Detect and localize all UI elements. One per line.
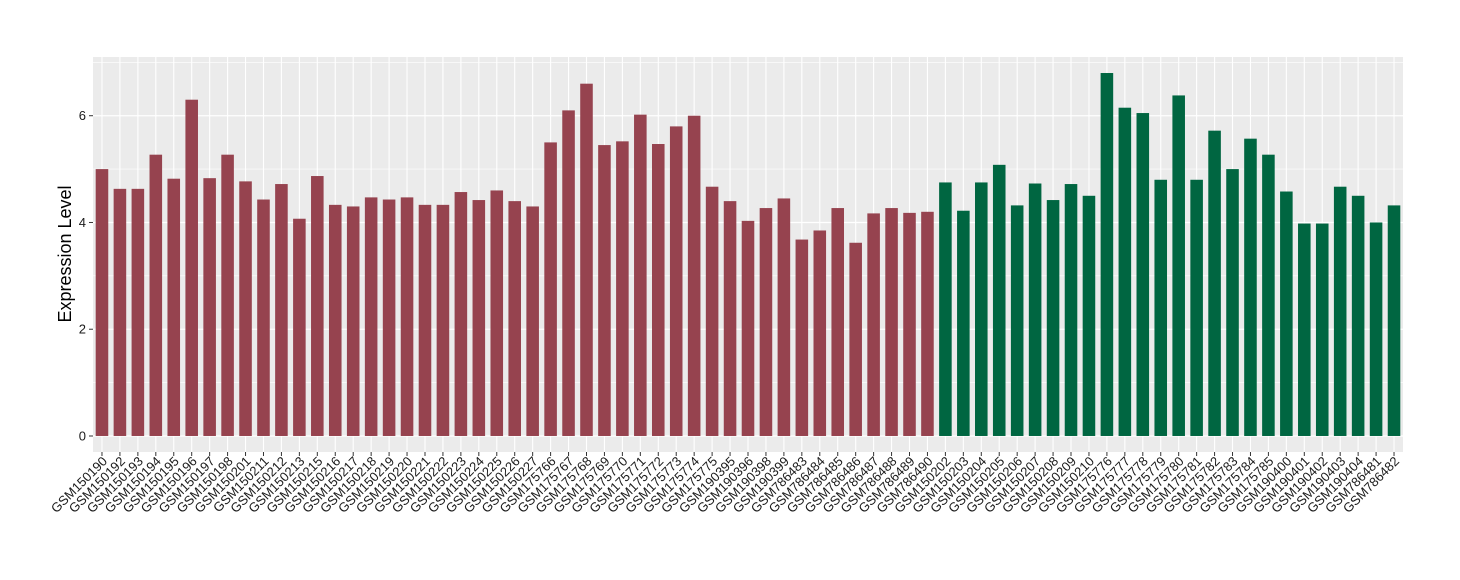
bar-gsm175784 xyxy=(1244,138,1257,436)
y-tick-label: 4 xyxy=(79,215,86,230)
bar-gsm190398 xyxy=(759,208,773,436)
bar-gsm190401 xyxy=(1298,223,1311,436)
bar-gsm175774 xyxy=(687,115,701,436)
bar-gsm786489 xyxy=(903,212,916,436)
bars xyxy=(95,73,1401,436)
bar-gsm190399 xyxy=(777,198,791,436)
bar-gsm150208 xyxy=(1046,200,1060,436)
bar-gsm150209 xyxy=(1064,184,1078,436)
bar-gsm190402 xyxy=(1315,223,1329,436)
bar-gsm150195 xyxy=(167,178,181,436)
bar-gsm150219 xyxy=(382,199,396,436)
y-tick-label: 0 xyxy=(79,428,86,443)
y-axis: 0 2 4 6 xyxy=(79,108,93,443)
bar-gsm175782 xyxy=(1208,130,1221,436)
bar-gsm150225 xyxy=(490,190,504,436)
bar-gsm150207 xyxy=(1028,183,1042,436)
y-axis-title: Expression Level xyxy=(55,185,75,322)
bar-gsm175775 xyxy=(705,186,719,436)
y-tick-label: 6 xyxy=(79,108,86,123)
bar-gsm150197 xyxy=(203,178,216,436)
bar-gsm175781 xyxy=(1190,179,1203,436)
bar-gsm175771 xyxy=(634,114,647,436)
bar-gsm150224 xyxy=(472,200,486,436)
bar-gsm190395 xyxy=(723,201,737,436)
y-tick-label: 2 xyxy=(79,322,86,337)
bar-gsm175770 xyxy=(616,141,629,436)
bar-gsm150206 xyxy=(1010,205,1024,436)
bar-gsm150211 xyxy=(257,199,270,436)
bar-gsm150213 xyxy=(293,218,306,436)
bar-gsm150215 xyxy=(311,176,324,436)
bar-gsm175772 xyxy=(651,144,665,436)
bar-gsm150192 xyxy=(113,188,127,436)
bar-gsm150217 xyxy=(346,206,360,436)
bar-gsm786485 xyxy=(831,208,845,436)
bar-gsm150222 xyxy=(436,204,450,436)
bar-gsm150202 xyxy=(939,182,952,436)
bar-gsm175780 xyxy=(1172,95,1185,436)
bar-gsm150226 xyxy=(508,201,521,436)
bar-gsm175769 xyxy=(598,145,611,436)
bar-gsm150212 xyxy=(275,184,288,436)
bar-gsm150221 xyxy=(418,204,432,436)
bar-gsm150218 xyxy=(364,197,378,436)
bar-gsm175773 xyxy=(669,126,683,436)
bar-gsm150205 xyxy=(992,164,1006,436)
bar-gsm786487 xyxy=(867,213,880,436)
bar-gsm150198 xyxy=(221,154,234,436)
bar-gsm786488 xyxy=(885,208,898,436)
bar-gsm175779 xyxy=(1154,179,1168,436)
bar-gsm786490 xyxy=(921,211,934,436)
bar-gsm150204 xyxy=(975,182,988,436)
bar-gsm150220 xyxy=(400,197,414,436)
bar-gsm150193 xyxy=(131,188,145,436)
bar-gsm175766 xyxy=(544,142,557,436)
bar-gsm190403 xyxy=(1333,186,1347,436)
bar-gsm190396 xyxy=(741,220,755,436)
bar-gsm150227 xyxy=(526,206,539,436)
bar-gsm190404 xyxy=(1351,195,1365,436)
bar-gsm175768 xyxy=(580,83,593,436)
bar-gsm175785 xyxy=(1262,154,1275,436)
bar-gsm175783 xyxy=(1226,169,1239,436)
bar-gsm786484 xyxy=(813,230,827,436)
bar-gsm150210 xyxy=(1082,195,1096,436)
bar-gsm175778 xyxy=(1136,113,1150,436)
bar-gsm150223 xyxy=(454,192,468,436)
bar-gsm150216 xyxy=(328,204,342,436)
bar-gsm175767 xyxy=(562,110,575,436)
x-axis: GSM150190GSM150192GSM150193GSM150194GSM1… xyxy=(48,452,1402,516)
bar-gsm150194 xyxy=(149,154,163,436)
bar-gsm190400 xyxy=(1280,191,1293,436)
bar-gsm150203 xyxy=(957,210,970,436)
bar-gsm175776 xyxy=(1100,73,1114,436)
bar-gsm150190 xyxy=(95,169,109,436)
bar-gsm786481 xyxy=(1369,222,1383,436)
bar-gsm150201 xyxy=(239,181,252,436)
bar-gsm786486 xyxy=(849,242,862,436)
bar-gsm175777 xyxy=(1118,107,1132,436)
bar-gsm786482 xyxy=(1387,205,1401,436)
bar-gsm150196 xyxy=(185,99,198,436)
bar-gsm786483 xyxy=(795,239,809,436)
